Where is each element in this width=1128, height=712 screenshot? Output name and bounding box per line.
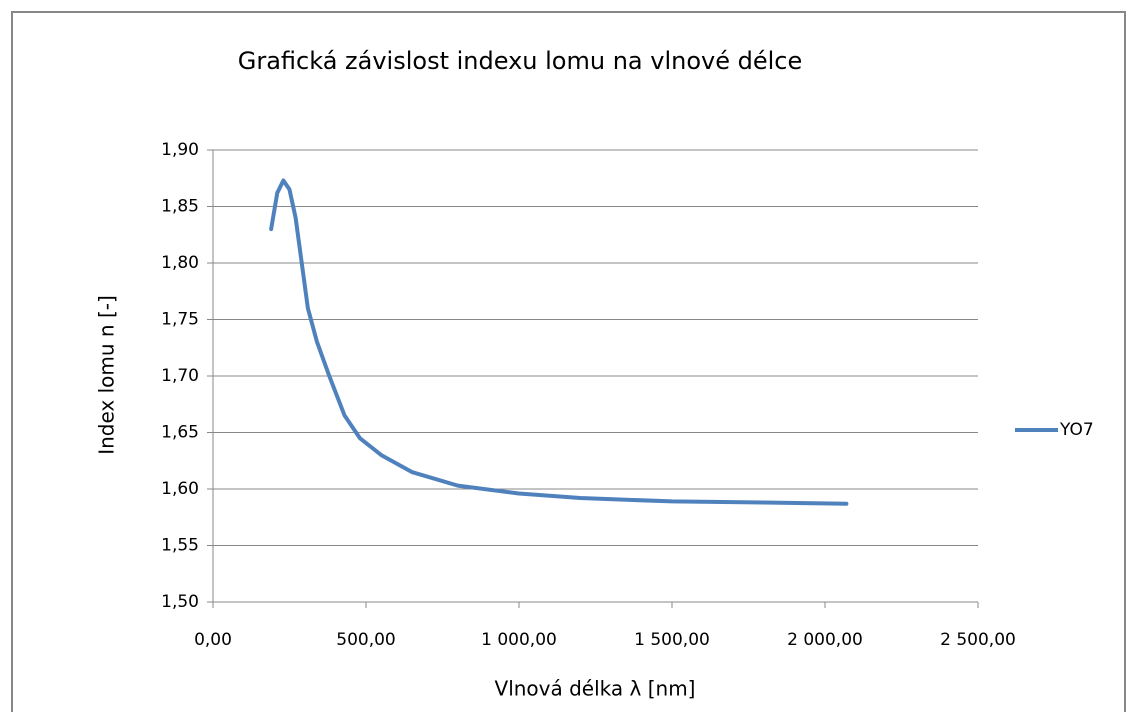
legend-label: YO7 xyxy=(1059,420,1094,440)
y-tick-label: 1,90 xyxy=(161,140,199,160)
y-tick-label: 1,60 xyxy=(161,479,199,499)
y-tick-label: 1,70 xyxy=(161,366,199,386)
y-tick-label: 1,80 xyxy=(161,253,199,273)
line-series xyxy=(269,178,849,506)
x-tick-label: 1 000,00 xyxy=(481,630,557,650)
y-tick-label: 1,55 xyxy=(161,536,199,556)
x-tick-label: 0,00 xyxy=(194,630,232,650)
y-tick-label: 1,85 xyxy=(161,197,199,217)
x-tick-label: 2 500,00 xyxy=(940,630,1016,650)
y-tick-label: 1,50 xyxy=(161,592,199,612)
y-tick-label: 1,65 xyxy=(161,423,199,443)
x-tick-label: 2 000,00 xyxy=(787,630,863,650)
chart-border xyxy=(11,11,1126,712)
y-axis-label: Index lomu n [-] xyxy=(95,295,119,455)
x-axis-label: Vlnová délka λ [nm] xyxy=(495,677,696,701)
y-tick-label: 1,75 xyxy=(161,310,199,330)
chart-title: Grafická závislost indexu lomu na vlnové… xyxy=(238,47,802,75)
x-tick-label: 1 500,00 xyxy=(634,630,710,650)
x-tick-label: 500,00 xyxy=(336,630,395,650)
